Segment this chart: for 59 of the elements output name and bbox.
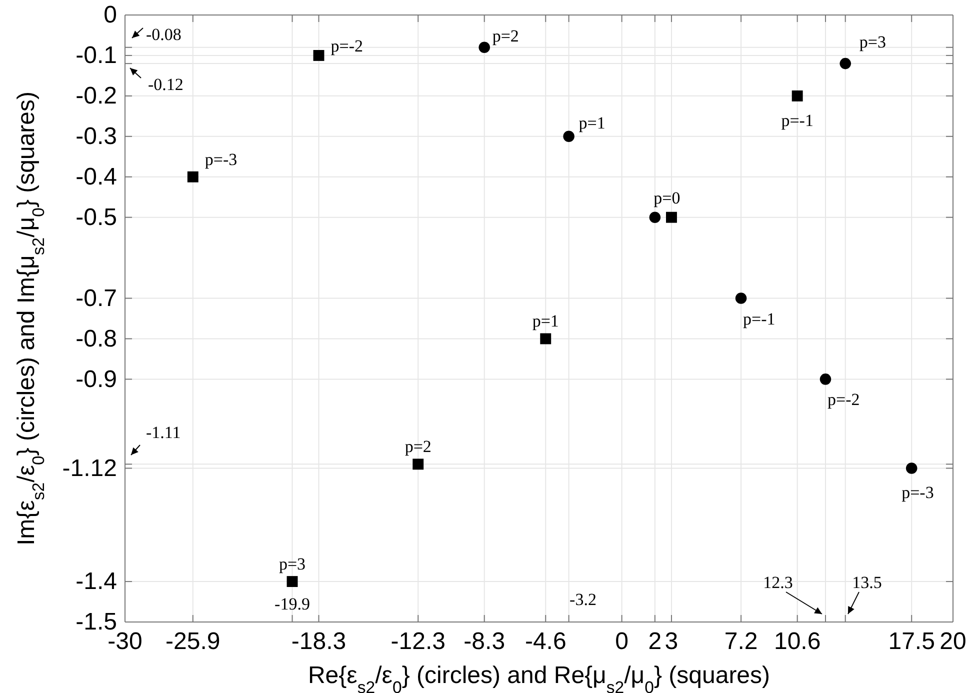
annotation: -19.9 bbox=[274, 594, 310, 614]
y-tick-label: -0.4 bbox=[76, 164, 117, 191]
point bbox=[649, 212, 661, 223]
annotation: p=3 bbox=[859, 32, 886, 52]
y-tick-label: -0.8 bbox=[76, 325, 117, 352]
annotation: 13.5 bbox=[852, 573, 882, 592]
y-tick-label: -0.7 bbox=[76, 284, 117, 312]
x-tick-label: -4.6 bbox=[524, 628, 566, 656]
point bbox=[666, 212, 677, 223]
annotation: p=2 bbox=[492, 26, 519, 46]
y-tick-label: -0.2 bbox=[76, 82, 117, 110]
annotation: p=-3 bbox=[204, 150, 238, 169]
y-tick-label: -1.4 bbox=[76, 568, 117, 596]
point bbox=[792, 90, 803, 102]
point bbox=[313, 50, 324, 61]
x-tick-label: 3 bbox=[664, 628, 678, 656]
annotation: p=-1 bbox=[743, 309, 776, 328]
annotation: 12.3 bbox=[763, 573, 793, 592]
x-tick-label: 0 bbox=[615, 628, 628, 656]
y-tick-label: 0 bbox=[104, 2, 117, 29]
y-tick-label: -0.5 bbox=[76, 204, 117, 232]
point bbox=[563, 130, 574, 142]
annotation: -0.12 bbox=[148, 75, 184, 94]
annotation: -1.11 bbox=[146, 423, 181, 442]
x-tick-label: -25.9 bbox=[166, 628, 220, 656]
point bbox=[478, 42, 490, 54]
annotation: p=0 bbox=[654, 188, 680, 208]
point bbox=[906, 462, 918, 474]
annotation: p=2 bbox=[404, 437, 432, 456]
annotation: p=1 bbox=[578, 113, 606, 132]
point bbox=[286, 576, 298, 588]
point bbox=[840, 58, 851, 70]
y-tick-label: -1.5 bbox=[76, 608, 117, 636]
x-tick-label: 17.5 bbox=[888, 628, 935, 656]
x-tick-label: -12.3 bbox=[390, 628, 446, 656]
annotation: p=-2 bbox=[827, 390, 860, 410]
y-tick-label: -0.3 bbox=[76, 123, 117, 150]
x-tick-label: 2 bbox=[648, 628, 662, 656]
text: Re{ε$_{s2}$/ε$_{0}$} (circles) and Re{μ$_{s2}$/μ$_{0}$} (squares) bbox=[308, 662, 770, 693]
x-tick-label: 7.2 bbox=[724, 628, 758, 656]
x-tick-label: 10.6 bbox=[774, 628, 821, 656]
x-tick-label: -8.3 bbox=[464, 628, 506, 656]
y-tick-label: -1.12 bbox=[62, 454, 117, 482]
annotation: p=3 bbox=[278, 554, 306, 574]
point bbox=[735, 292, 747, 304]
annotation: p=-1 bbox=[781, 110, 814, 130]
point bbox=[820, 374, 832, 385]
y-tick-label: -0.1 bbox=[76, 42, 117, 70]
point bbox=[540, 333, 552, 344]
x-tick-label: 20 bbox=[940, 628, 966, 656]
annotation: -3.2 bbox=[570, 590, 596, 609]
y-tick-label: -0.9 bbox=[76, 366, 117, 393]
x-tick-label: -18.3 bbox=[291, 628, 346, 656]
annotation: p=1 bbox=[532, 312, 559, 331]
point bbox=[187, 171, 198, 182]
annotation: -0.08 bbox=[146, 25, 182, 44]
annotation: p=-2 bbox=[330, 36, 363, 56]
point bbox=[412, 458, 424, 470]
annotation: p=-3 bbox=[902, 483, 934, 502]
